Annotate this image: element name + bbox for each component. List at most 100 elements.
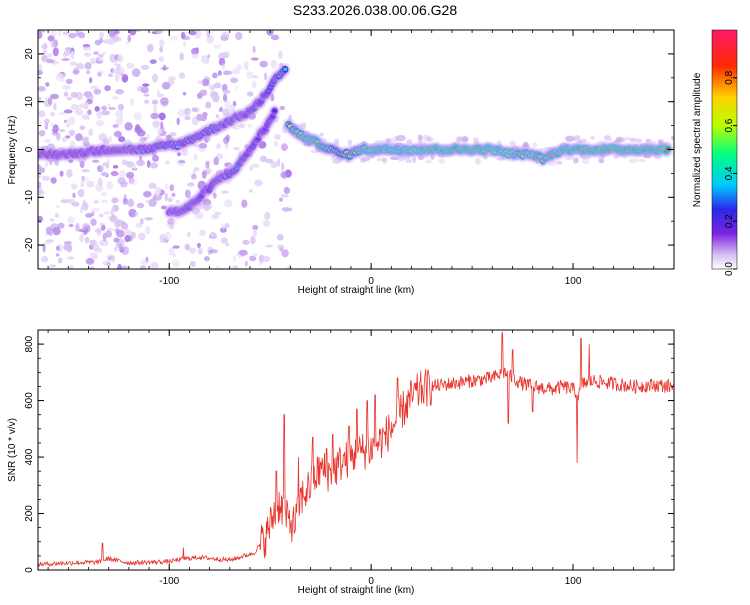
noise-blob	[71, 183, 78, 190]
noise-blob	[172, 245, 180, 249]
noise-blob	[38, 64, 43, 72]
noise-blob	[389, 156, 400, 160]
noise-blob	[148, 198, 157, 207]
noise-blob	[279, 105, 286, 111]
noise-blob	[62, 31, 69, 36]
noise-blob	[232, 265, 239, 269]
noise-blob	[177, 152, 181, 157]
noise-blob	[115, 110, 124, 118]
noise-blob	[38, 181, 42, 189]
noise-blob	[197, 80, 204, 85]
noise-blob	[426, 136, 434, 142]
noise-blob	[319, 132, 324, 137]
noise-blob	[80, 181, 85, 188]
noise-blob	[224, 100, 231, 109]
noise-blob	[102, 39, 112, 44]
noise-blob	[220, 223, 226, 230]
noise-blob	[382, 158, 387, 164]
noise-blob	[148, 182, 157, 189]
noise-blob	[198, 142, 208, 149]
noise-blob	[129, 30, 137, 36]
noise-blob	[149, 162, 159, 169]
y-tick-label: 200	[24, 505, 35, 522]
noise-blob	[41, 175, 51, 181]
noise-blob	[425, 159, 432, 164]
mirror-track	[164, 105, 280, 219]
noise-blob	[117, 54, 124, 63]
noise-blob	[264, 211, 271, 221]
noise-blob	[238, 249, 248, 256]
noise-blob	[582, 157, 590, 165]
noise-blob	[108, 136, 113, 143]
noise-blob	[38, 110, 46, 118]
track-core	[282, 67, 288, 71]
noise-blob	[55, 253, 60, 257]
noise-blob	[138, 232, 146, 241]
noise-blob	[38, 86, 46, 92]
noise-blob	[58, 257, 63, 264]
noise-blob	[99, 31, 104, 39]
noise-blob	[55, 72, 64, 82]
noise-blob	[242, 239, 250, 245]
noise-blob	[158, 112, 166, 121]
noise-blob	[83, 91, 93, 98]
noise-blob	[85, 136, 90, 143]
noise-blob	[133, 112, 143, 121]
noise-blob	[197, 247, 203, 255]
noise-blob	[46, 59, 55, 64]
noise-blob	[118, 103, 124, 111]
noise-blob	[224, 199, 233, 208]
noise-blob	[41, 43, 48, 50]
noise-blob	[176, 117, 180, 126]
noise-blob	[113, 237, 120, 243]
noise-blob	[110, 170, 119, 177]
noise-blob	[175, 199, 181, 204]
noise-blob	[154, 186, 161, 196]
noise-blob	[199, 89, 208, 96]
noise-blob	[475, 157, 481, 165]
noise-blob	[235, 85, 239, 91]
noise-blob	[61, 58, 71, 62]
noise-blob	[118, 136, 126, 143]
noise-blob	[196, 242, 201, 249]
noise-blob	[276, 234, 284, 241]
noise-blob	[112, 165, 119, 169]
noise-blob	[301, 122, 307, 130]
noise-blob	[205, 161, 210, 169]
noise-blob	[143, 190, 152, 198]
noise-blob	[334, 138, 340, 146]
colorbar: 0.0 0.2 0.4 0.6 0.8 Normalized spectral ampl…	[692, 29, 738, 276]
noise-blob	[150, 112, 159, 120]
colorbar-tick-label: 0.6	[724, 118, 735, 132]
noise-blob	[49, 264, 57, 268]
noise-blob	[88, 266, 95, 269]
noise-blob	[113, 59, 118, 67]
snr-series-line	[38, 332, 674, 567]
noise-blob	[44, 161, 48, 168]
noise-blob	[184, 243, 190, 251]
noise-blob	[191, 107, 198, 113]
x-tick-label: 100	[565, 576, 582, 587]
noise-blob	[47, 35, 55, 42]
noise-blob	[159, 39, 165, 47]
noise-blob	[590, 136, 595, 140]
noise-blob	[117, 177, 126, 185]
noise-blob	[54, 212, 59, 218]
noise-blob	[38, 96, 43, 101]
noise-blob	[88, 128, 94, 137]
x-tick-label: 100	[565, 276, 582, 287]
noise-blob	[62, 51, 68, 58]
noise-blob	[79, 233, 84, 243]
noise-blob	[249, 189, 253, 193]
noise-blob	[67, 116, 76, 126]
noise-blob	[135, 124, 141, 132]
noise-blob	[102, 162, 108, 166]
noise-blob	[106, 181, 114, 190]
noise-blob	[81, 227, 87, 231]
noise-blob	[286, 264, 292, 269]
noise-blob	[113, 130, 122, 138]
noise-blob	[66, 123, 70, 128]
noise-blob	[39, 167, 46, 174]
noise-blob	[225, 134, 230, 142]
noise-blob	[254, 179, 263, 186]
